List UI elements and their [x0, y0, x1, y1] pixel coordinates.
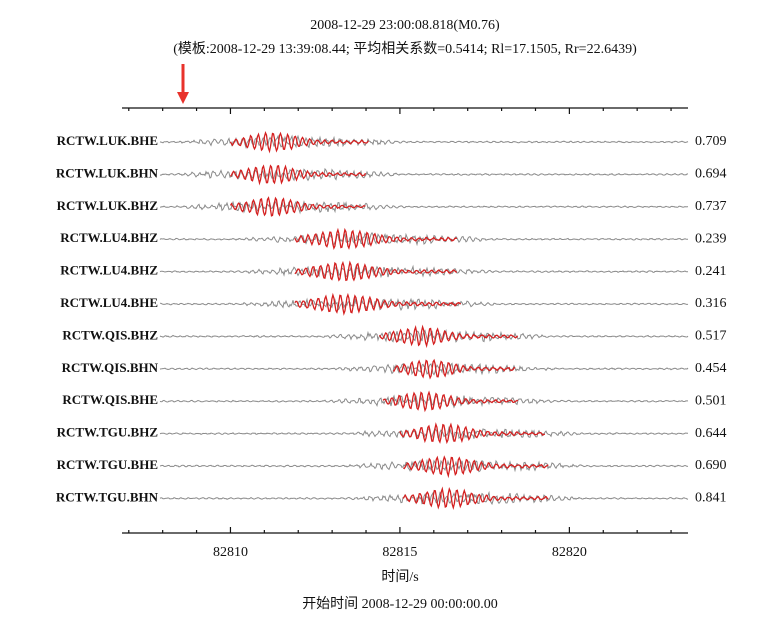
trace-label: RCTW.LUK.BHZ	[57, 198, 159, 213]
trace-waveform	[159, 264, 689, 279]
trace-value: 0.694	[695, 167, 727, 182]
template-window	[382, 390, 519, 413]
template-window	[230, 164, 367, 186]
template-window	[402, 486, 549, 511]
trace-label: RCTW.QIS.BHE	[62, 392, 158, 407]
trace-waveform	[159, 362, 689, 376]
trace-label: RCTW.QIS.BHZ	[62, 327, 158, 342]
trace-value: 0.316	[695, 296, 727, 311]
template-window	[294, 292, 462, 316]
trace-label: RCTW.LU4.BHZ	[60, 263, 158, 278]
trace-value: 0.454	[695, 361, 727, 376]
x-tick-label: 82820	[552, 545, 587, 560]
trace-label: RCTW.TGU.BHE	[57, 457, 158, 472]
template-window	[229, 196, 366, 217]
trace-label: RCTW.QIS.BHN	[62, 360, 159, 375]
trace-label: RCTW.TGU.BHZ	[57, 425, 159, 440]
trace-label: RCTW.TGU.BHN	[56, 489, 159, 504]
trace-waveform	[159, 167, 689, 182]
trace-label: RCTW.LUK.BHN	[56, 165, 159, 180]
trace-value: 0.690	[695, 458, 727, 473]
trace-value: 0.517	[695, 329, 727, 344]
trace-label: RCTW.LU4.BHZ	[60, 230, 158, 245]
template-window	[294, 260, 458, 282]
trace-waveform	[159, 134, 689, 150]
trace-value: 0.841	[695, 491, 727, 506]
template-window	[294, 227, 457, 250]
template-window	[402, 455, 549, 479]
trace-waveform	[159, 490, 689, 506]
trace-value: 0.239	[695, 231, 727, 246]
trace-value: 0.737	[695, 199, 727, 214]
trace-waveform	[159, 231, 688, 247]
trace-waveform	[159, 458, 689, 473]
x-axis-label: 时间/s	[381, 569, 418, 585]
trace-label: RCTW.LU4.BHE	[60, 295, 158, 310]
chart-subtitle: (模板:2008-12-29 13:39:08.44; 平均相关系数=0.541…	[173, 41, 637, 57]
trace-value: 0.501	[695, 393, 727, 408]
template-window	[392, 358, 516, 380]
template-window	[229, 131, 370, 154]
x-tick-label: 82815	[382, 545, 417, 560]
chart-title: 2008-12-29 23:00:08.818(M0.76)	[310, 18, 500, 33]
trace-waveform	[159, 394, 689, 409]
x-tick-label: 82810	[213, 545, 248, 560]
template-window	[379, 324, 519, 349]
trace-waveform	[159, 297, 689, 312]
trace-value: 0.241	[695, 264, 727, 279]
template-window	[399, 422, 545, 445]
footer: 开始时间 2008-12-29 00:00:00.00	[302, 596, 498, 612]
trace-label: RCTW.LUK.BHE	[57, 133, 158, 148]
marker-arrow-head	[177, 92, 190, 104]
trace-value: 0.709	[695, 134, 727, 149]
trace-value: 0.644	[695, 426, 727, 441]
